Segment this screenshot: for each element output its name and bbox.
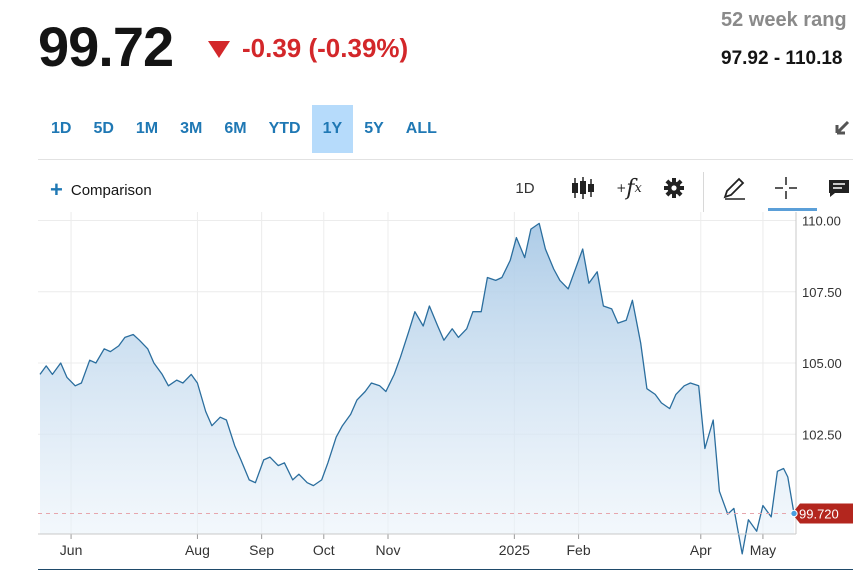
range-tab-5d[interactable]: 5D [93, 120, 114, 137]
52-week-range-value: 97.92 - 110.18 [721, 48, 843, 69]
x-tick-label: 2025 [499, 542, 530, 558]
time-range-tabs: 1D 5D 1M 3M 6M YTD 1Y 5Y ALL [40, 105, 448, 153]
x-tick-label: Jun [60, 542, 83, 558]
bottom-divider [38, 569, 853, 570]
toolbar-separator [703, 172, 704, 212]
range-tab-6m[interactable]: 6M [224, 120, 247, 137]
x-tick-label: Feb [567, 542, 591, 558]
price-line [39, 222, 795, 555]
plus-icon: + [50, 177, 63, 202]
range-tab-all[interactable]: ALL [405, 120, 437, 137]
interval-selector[interactable]: 1D [515, 179, 535, 197]
current-price: 99.72 [38, 15, 174, 78]
x-tick-label: Sep [249, 542, 274, 558]
y-tick-label: 102.50 [802, 427, 842, 442]
crosshair-icon[interactable] [773, 174, 799, 202]
range-tab-5y[interactable]: 5Y [364, 120, 384, 137]
y-tick-label: 110.00 [802, 214, 841, 229]
y-tick-label: 107.50 [802, 285, 842, 300]
last-price-tag [792, 503, 853, 524]
comparison-button[interactable]: + Comparison [50, 177, 152, 202]
y-tick-label: 105.00 [802, 356, 842, 371]
price-change-value: -0.39 (-0.39%) [242, 33, 409, 63]
x-tick-label: Oct [313, 542, 335, 558]
gear-icon[interactable] [662, 174, 686, 202]
last-price-dot [790, 509, 798, 518]
price-area [40, 223, 794, 554]
comparison-label: Comparison [70, 181, 152, 199]
down-arrow-icon [208, 41, 230, 58]
pencil-icon[interactable] [721, 174, 747, 202]
x-tick-label: Aug [185, 542, 210, 558]
x-tick-label: Apr [690, 542, 712, 558]
x-tick-label: Nov [376, 542, 401, 558]
expand-icon[interactable] [834, 116, 853, 136]
range-tab-1m[interactable]: 1M [135, 120, 159, 137]
active-tool-indicator [768, 208, 817, 211]
last-price-label: 99.720 [799, 506, 839, 521]
price-change: -0.39 (-0.39%) [208, 33, 408, 64]
52-week-range-label: 52 week rang [721, 9, 847, 31]
range-tab-1y[interactable]: 1Y [311, 105, 354, 153]
range-tab-1d[interactable]: 1D [51, 120, 72, 137]
x-tick-label: May [750, 542, 776, 558]
range-tab-ytd[interactable]: YTD [268, 120, 301, 137]
divider [38, 159, 853, 160]
function-fx-icon[interactable]: + f x [616, 175, 642, 201]
candlestick-icon[interactable] [569, 174, 597, 202]
price-chart[interactable]: 110.00 107.50 105.00 102.50 Jun Aug Sep Oct Nov 2… [0, 212, 853, 567]
range-tab-3m[interactable]: 3M [180, 120, 203, 137]
comment-icon[interactable] [827, 174, 851, 202]
